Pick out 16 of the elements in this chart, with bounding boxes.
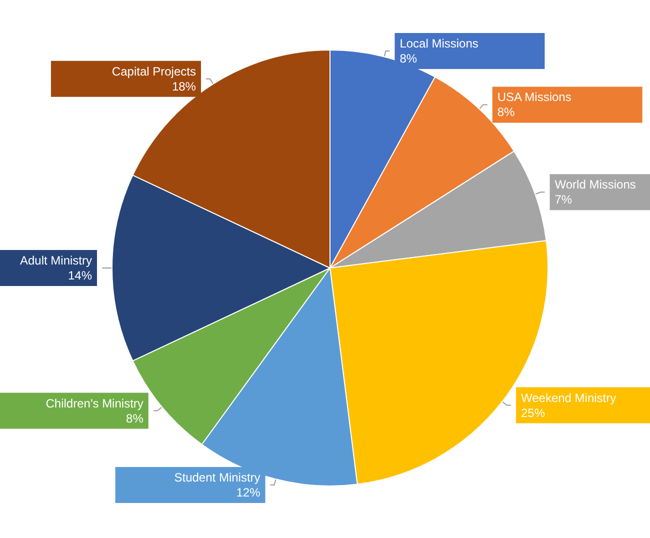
slice-label: Student Ministry (174, 470, 260, 484)
data-label: 8% (126, 411, 144, 426)
slice-label: Adult Ministry (20, 254, 92, 268)
data-label: 7% (554, 192, 572, 207)
data-label: 25% (520, 406, 546, 420)
data-label: 8% (497, 105, 516, 120)
data-label: 18% (172, 79, 196, 94)
data-label: 14% (68, 268, 92, 282)
slice-label: Weekend Ministry (520, 390, 616, 405)
slice-label: Local Missions (400, 36, 478, 51)
slice-label: Children's Ministry (46, 396, 144, 410)
slice-label: Capital Projects (112, 64, 196, 78)
slice-label: USA Missions (497, 90, 572, 104)
data-label: 8% (400, 52, 418, 66)
data-label: 12% (236, 485, 261, 500)
slice-label: World Missions (554, 178, 636, 192)
